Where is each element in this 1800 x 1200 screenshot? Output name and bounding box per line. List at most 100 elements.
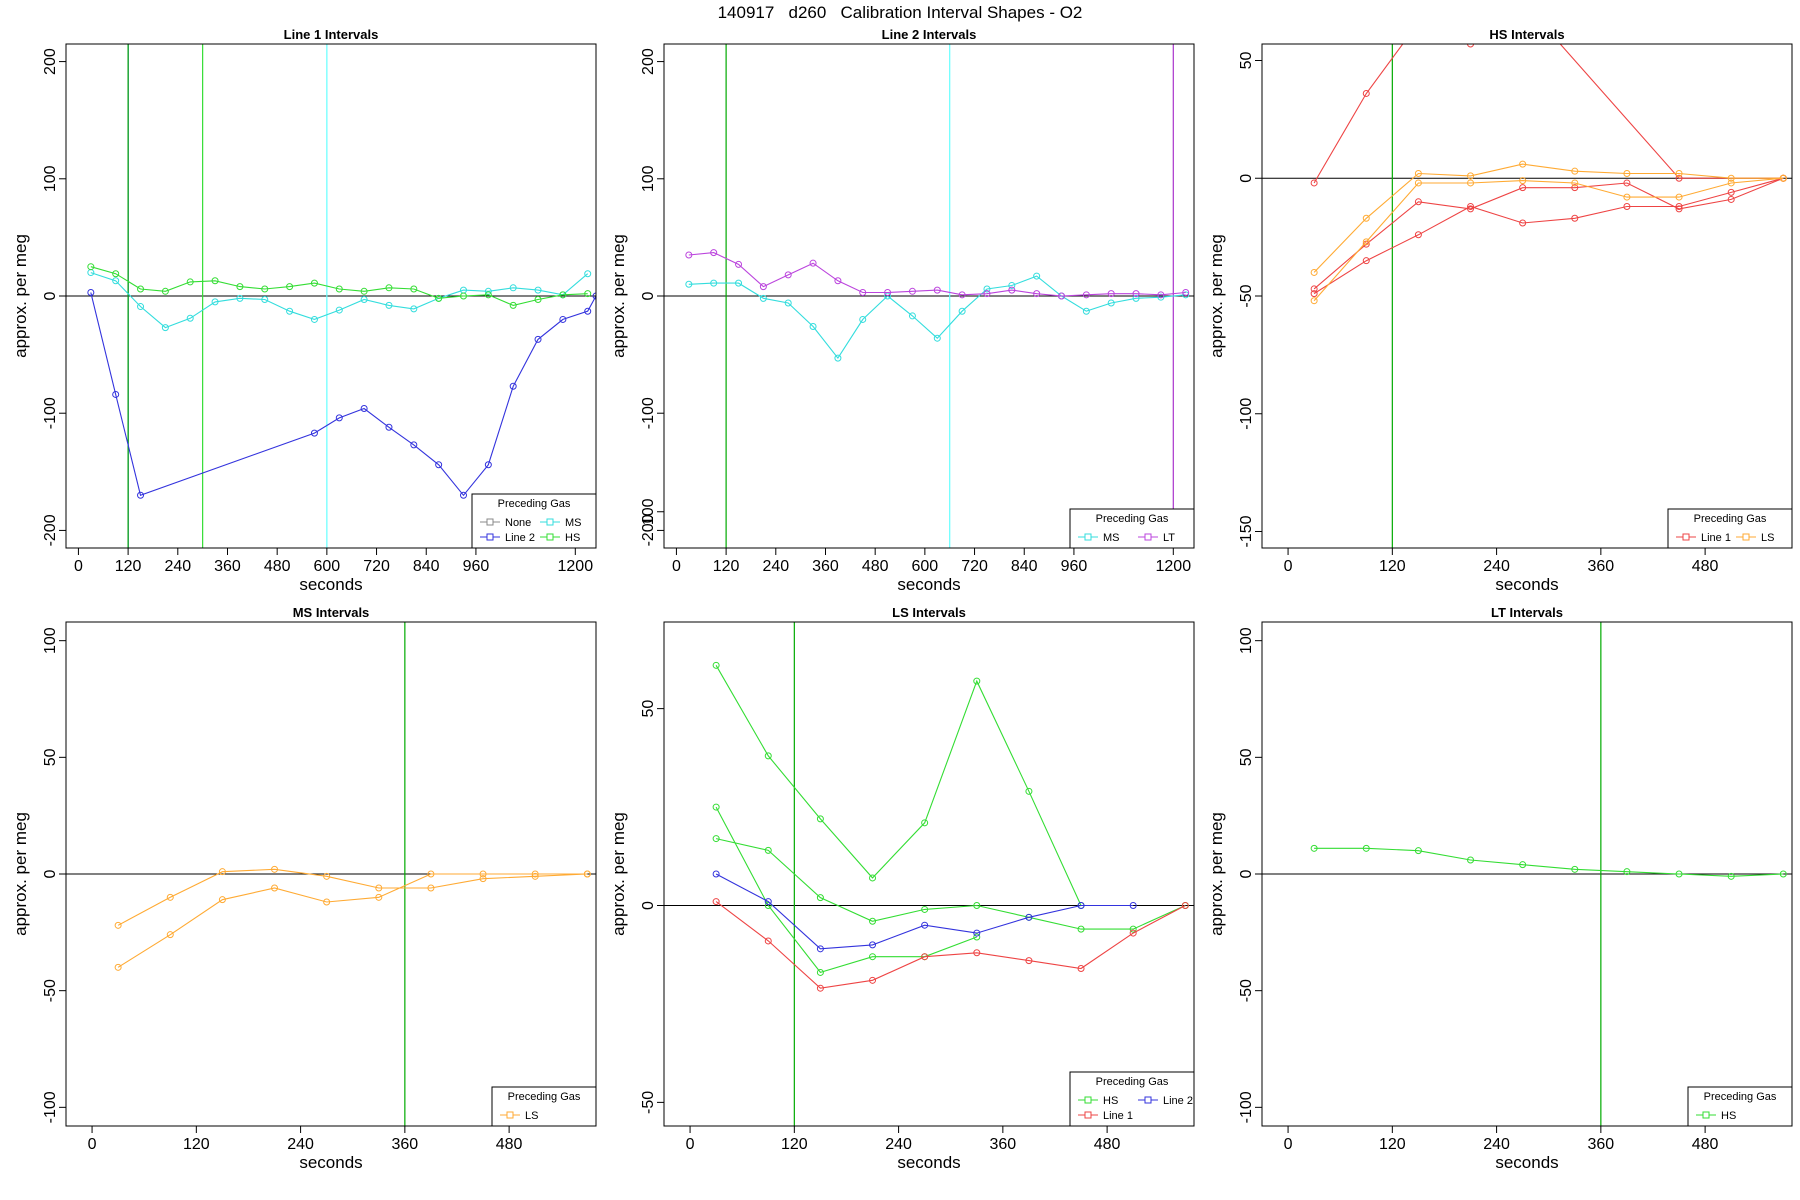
data-point (933, 334, 941, 342)
data-point (1571, 184, 1579, 192)
legend-entry-label: LS (1761, 532, 1774, 544)
x-tick-label: 120 (115, 558, 142, 575)
data-point (1467, 44, 1475, 48)
legend-swatch-marker (1702, 1111, 1710, 1119)
y-tick-label: 100 (640, 165, 657, 192)
x-tick-label: 120 (1379, 1136, 1406, 1153)
legend-swatch-marker (1144, 533, 1152, 541)
data-point (1623, 868, 1631, 876)
y-tick-label: 100 (640, 498, 657, 525)
data-point (1310, 285, 1318, 293)
data-point (218, 868, 226, 876)
data-point (1129, 902, 1137, 909)
data-point (933, 286, 941, 294)
plot-area (1262, 0, 1792, 548)
x-tick-label: 120 (183, 1136, 210, 1153)
y-tick-label: 200 (42, 48, 59, 75)
data-point (869, 874, 877, 882)
data-point (1310, 844, 1318, 852)
data-point (479, 870, 487, 878)
x-tick-label: 480 (862, 558, 889, 575)
x-tick-label: 240 (1483, 1136, 1510, 1153)
chart-title: LS Intervals (892, 605, 966, 620)
y-tick-label: -150 (1238, 515, 1255, 547)
x-tick-label: 480 (1692, 558, 1719, 575)
y-tick-label: 0 (42, 291, 59, 300)
data-point (1727, 179, 1735, 187)
data-point (211, 277, 219, 285)
data-point (186, 278, 194, 286)
legend-entry-label: HS (565, 532, 580, 544)
data-point (1008, 286, 1016, 294)
y-tick-label: 100 (1238, 627, 1255, 654)
data-point (735, 260, 743, 268)
data-point (335, 285, 343, 293)
data-point (973, 677, 981, 685)
data-point (509, 382, 517, 390)
data-point (869, 976, 877, 984)
y-tick-label: -100 (1238, 1091, 1255, 1123)
y-tick-label: 0 (1238, 869, 1255, 878)
series-line (1313, 44, 1784, 184)
data-point (1520, 0, 1526, 5)
x-tick-label: 0 (672, 558, 681, 575)
data-point (1414, 198, 1422, 206)
series-line (715, 901, 1186, 989)
data-point (161, 287, 169, 295)
legend-swatch-marker (546, 518, 554, 526)
plot-frame (663, 43, 1195, 549)
plot-area (1262, 622, 1792, 1126)
data-point (531, 872, 539, 880)
legend-entry-label: LS (525, 1110, 538, 1122)
data-point (1107, 290, 1115, 298)
data-point (764, 902, 772, 909)
x-tick-label: 480 (1692, 1136, 1719, 1153)
data-point (712, 870, 720, 878)
data-point (809, 259, 817, 267)
data-point (834, 354, 842, 362)
x-tick-label: 1200 (558, 558, 594, 575)
x-tick-label: 240 (1483, 558, 1510, 575)
data-point (1727, 195, 1735, 203)
data-point (1675, 174, 1683, 182)
data-point (310, 315, 318, 323)
data-point (335, 306, 343, 314)
data-point (685, 280, 693, 288)
data-point (1519, 160, 1527, 168)
data-point (559, 315, 567, 323)
y-tick-label: -200 (42, 514, 59, 546)
data-point (531, 870, 539, 878)
plot-frame (65, 43, 597, 549)
data-point (1519, 219, 1527, 227)
legend-box (1667, 508, 1793, 549)
data-point (1571, 167, 1579, 175)
data-point (712, 898, 720, 906)
data-point (1082, 291, 1090, 299)
data-point (1008, 281, 1016, 289)
data-point (1467, 179, 1475, 187)
data-point (764, 846, 772, 854)
x-tick-label: 960 (1061, 558, 1088, 575)
y-tick-label: 200 (640, 48, 657, 75)
series-line (90, 292, 596, 497)
y-tick-label: -100 (1238, 398, 1255, 430)
data-point (218, 896, 226, 904)
legend-entry-label: Line 1 (1701, 532, 1731, 544)
y-tick-label: -100 (42, 1091, 59, 1123)
data-point (1571, 179, 1579, 187)
data-point (983, 290, 991, 298)
data-point (385, 284, 393, 292)
series-line (715, 873, 1134, 950)
x-tick-label: 360 (392, 1136, 419, 1153)
data-point (983, 285, 991, 293)
data-point (484, 291, 492, 299)
y-tick-label: 50 (1238, 748, 1255, 766)
legend-title: Preceding Gas (498, 498, 571, 510)
series-line (1313, 177, 1784, 290)
data-point (1467, 203, 1475, 211)
data-point (1623, 193, 1631, 201)
data-point (759, 294, 767, 302)
data-point (427, 870, 435, 878)
data-point (137, 303, 145, 311)
